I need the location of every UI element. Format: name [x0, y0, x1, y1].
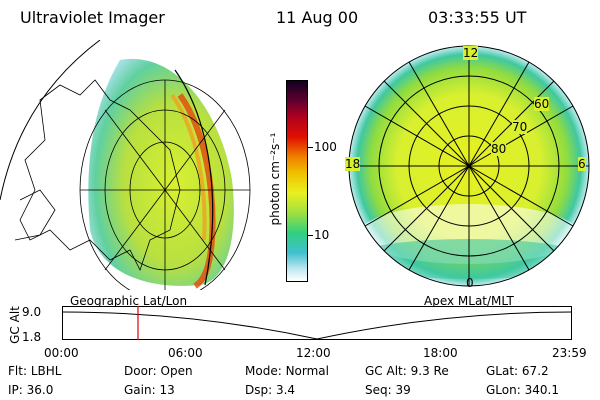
date-label: 11 Aug 00 [276, 8, 359, 27]
info-glat: GLat: 67.2 [486, 364, 549, 378]
colorbar-tick-label-100: 100 [314, 140, 337, 154]
time-tick-1800: 18:00 [423, 346, 458, 360]
time-tick-1200: 12:00 [296, 346, 331, 360]
colorbar [286, 80, 308, 282]
info-gain: Gain: 13 [124, 383, 175, 397]
lat-label-70: 70 [512, 120, 528, 134]
apex-caption: Apex MLat/MLT [424, 294, 514, 308]
alt-tick-9: 9.0 [22, 305, 42, 319]
geographic-caption: Geographic Lat/Lon [70, 294, 188, 308]
time-tick-0000: 00:00 [44, 346, 79, 360]
time-label: 03:33:55 UT [428, 8, 527, 27]
info-dsp: Dsp: 3.4 [245, 383, 296, 397]
mlt-label-12: 12 [463, 46, 479, 60]
info-flt: Flt: LBHL [8, 364, 62, 378]
polar-mlt-panel [348, 45, 590, 287]
time-tick-0600: 06:00 [168, 346, 203, 360]
lat-label-80: 80 [491, 142, 507, 156]
altitude-curve [62, 311, 572, 340]
mlt-label-0: 0 [466, 276, 474, 290]
info-seq: Seq: 39 [365, 383, 411, 397]
continent-outline [19, 79, 181, 272]
geographic-map-panel [0, 40, 251, 290]
colorbar-tick-10 [307, 235, 313, 236]
mlt-label-6: 6 [578, 157, 586, 171]
colorbar-tick-100 [307, 147, 313, 148]
alt-tick-1-8: 1.8 [22, 330, 42, 344]
time-tick-2359: 23:59 [552, 346, 587, 360]
info-gc-alt: GC Alt: 9.3 Re [365, 364, 449, 378]
earth-limb-arc [0, 40, 101, 201]
colorbar-tick-label-10: 10 [314, 228, 330, 242]
colorbar-unit-label: photon cm⁻²s⁻¹ [268, 132, 282, 226]
lat-label-60: 60 [534, 97, 550, 111]
instrument-title: Ultraviolet Imager [20, 8, 165, 27]
altitude-timeline-plot [62, 306, 572, 340]
gc-alt-axis-label: GC Alt [8, 306, 22, 344]
mlt-label-18: 18 [345, 157, 361, 171]
info-mode: Mode: Normal [245, 364, 329, 378]
info-glon: GLon: 340.1 [486, 383, 559, 397]
info-door: Door: Open [124, 364, 193, 378]
info-ip: IP: 36.0 [8, 383, 54, 397]
